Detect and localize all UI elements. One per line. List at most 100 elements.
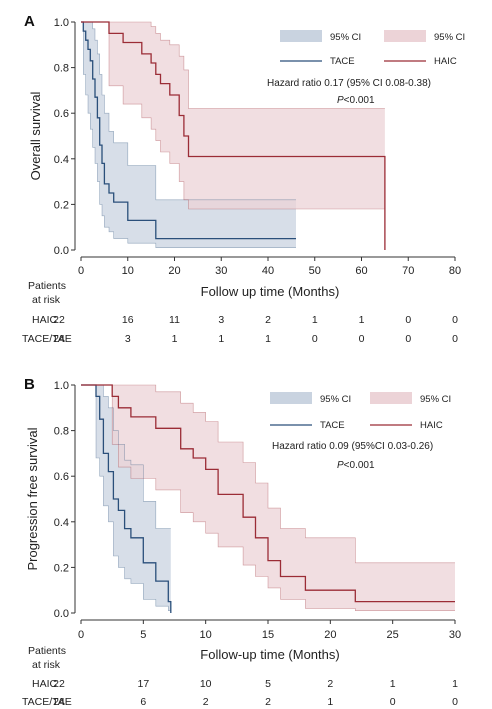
panel-a-risk-value-0-0: 22 [53,314,65,326]
panel-a-risk-value-1-3: 1 [218,333,224,345]
panel-a-risk-value-0-2: 11 [169,314,180,326]
panel-a-haic-curve [81,21,386,250]
panel-a-risk-value-0-4: 2 [265,314,271,326]
panel-a-legend-tace-ci-swatch [280,30,322,42]
panel-a-tace-curve [81,21,296,240]
panel-a-risk-value-1-8: 0 [452,333,458,345]
panel-a-x-tick-label-2: 20 [168,265,180,277]
panel-a-x-tick-label-3: 30 [215,265,227,277]
panel-b-x-tick-label-2: 10 [200,629,212,641]
panel-a-risk-value-0-1: 16 [122,314,134,326]
panel-b-haic-curve [81,384,455,603]
panel-a-risk-value-1-0: 24 [53,333,65,345]
panel-b-risk-header-1: Patients [28,645,66,657]
panel-a-risk-header-1: Patients [28,280,66,292]
panel-b-x-tick-label-3: 15 [262,629,274,641]
panel-b-x-axis-label: Follow-up time (Months) [200,647,339,662]
panel-b-risk-value-1-5: 0 [390,696,396,708]
panel-b-y-tick-label-5: 1.0 [54,380,69,392]
panel-b-x-tick-label-5: 25 [387,629,399,641]
panel-b-risk-value-1-4: 1 [327,696,333,708]
panel-b-risk-value-0-1: 17 [137,678,149,690]
panel-a-legend-tace-ci-label: 95% CI [330,32,361,43]
panel-b-risk-value-0-5: 1 [390,678,396,690]
panel-b-y-tick-label-1: 0.2 [54,562,69,574]
panel-a-legend-tace-label: TACE [330,56,355,67]
panel-a-x-axis-label: Follow up time (Months) [201,284,340,299]
panel-a-haic-ci-upper-line [81,21,385,109]
panel-b-tace-ci-lower-line [81,384,172,613]
panel-a-risk-value-0-8: 0 [452,314,458,326]
panel-a-x-tick-label-7: 70 [402,265,414,277]
panel-a-tace-ci-lower-line [81,21,296,248]
panel-a-risk-header-2: at risk [32,294,61,306]
panel-a-x-tick-label-1: 10 [122,265,134,277]
panel-b-legend-tace-ci-label: 95% CI [320,394,351,405]
panel-b-y-tick-label-3: 0.6 [54,471,69,483]
panel-b-legend-tace-ci-swatch [270,392,312,404]
panel-b-risk-value-1-3: 2 [265,696,271,708]
panel-b-x-tick-label-4: 20 [324,629,336,641]
panel-b-risk-value-1-0: 24 [53,696,65,708]
panel-b-legend-haic-ci-label: 95% CI [420,394,451,405]
panel-a-legend-haic-ci-swatch [384,30,426,42]
panel-a-risk-value-1-1: 3 [125,333,131,345]
panel-b-y-tick-label-2: 0.4 [54,517,69,529]
panel-b-risk-value-0-6: 1 [452,678,458,690]
panel-a-legend-haic-label: HAIC [434,56,457,67]
panel-b-legend-haic-ci-swatch [370,392,412,404]
panel-b-risk-value-1-1: 6 [140,696,146,708]
panel-b-haic-ci-upper-line [81,384,455,564]
panel-b-y-tick-label-4: 0.8 [54,426,69,438]
panel-a-risk-value-0-5: 1 [312,314,318,326]
panel-b-tace-curve [81,384,172,613]
panel-b-x-tick-label-1: 5 [140,629,146,641]
panel-b-x-tick-label-0: 0 [78,629,84,641]
panel-a-y-tick-label-4: 0.8 [54,63,69,75]
panel-b-y-tick-label-0: 0.0 [54,608,69,620]
panel-a-haic-ci-lower-line [81,21,385,210]
panel-a-risk-value-0-6: 1 [359,314,365,326]
panel-b-risk-header-2: at risk [32,659,61,671]
panel-a-x-tick-label-0: 0 [78,265,84,277]
panel-a-risk-value-0-7: 0 [405,314,411,326]
panel-b-risk-row-label-0: HAIC [32,678,58,690]
panel-b-haic-ci-lower-line [81,384,455,612]
panel-a-risk-value-1-4: 1 [265,333,271,345]
panel-a-y-axis-label: Overall survival [28,91,43,180]
panel-a-x-tick-label-4: 40 [262,265,274,277]
panel-b-haic-ci-band [81,385,455,611]
panel-b-risk-value-0-0: 22 [53,678,65,690]
panel-a-tace-ci-band [81,22,296,248]
panel-b-risk-value-1-6: 0 [452,696,458,708]
panel-b-legend-tace-label: TACE [320,420,345,431]
panel-b-letter: B [24,376,35,393]
panel-b-x-tick-label-6: 30 [449,629,461,641]
panel-a-y-tick-label-5: 1.0 [54,17,69,29]
panel-b-risk-value-0-2: 10 [200,678,212,690]
panel-a-y-tick-label-1: 0.2 [54,199,69,211]
panel-a-risk-value-0-3: 3 [218,314,224,326]
panel-a-x-tick-label-8: 80 [449,265,461,277]
panel-a-risk-row-label-0: HAIC [32,314,58,326]
panel-a-y-tick-label-0: 0.0 [54,245,69,257]
panel-b-legend-haic-label: HAIC [420,420,443,431]
panel-a-legend-haic-ci-label: 95% CI [434,32,465,43]
panel-a-risk-value-1-7: 0 [405,333,411,345]
panel-b-risk-value-1-2: 2 [203,696,209,708]
panel-a-risk-row-label-1: TACE/TAE [22,333,72,345]
panel-a-p-value: P<0.001 [337,95,375,106]
panel-b-risk-row-label-1: TACE/TAE [22,696,72,708]
panel-b-hazard-ratio: Hazard ratio 0.09 (95%CI 0.03-0.26) [272,441,433,452]
panel-b-risk-value-0-3: 5 [265,678,271,690]
panel-b-tace-ci-upper-line [81,384,171,529]
panel-a-risk-value-1-6: 0 [359,333,365,345]
panel-a-risk-value-1-2: 1 [172,333,178,345]
panel-a-haic-ci-band [81,22,385,209]
panel-a-hazard-ratio: Hazard ratio 0.17 (95% CI 0.08-0.38) [267,78,431,89]
panel-b-risk-value-0-4: 2 [327,678,333,690]
panel-a-x-tick-label-6: 60 [355,265,367,277]
panel-b-y-axis-label: Progression free survival [25,427,40,570]
panel-b-p-value: P<0.001 [337,460,375,471]
